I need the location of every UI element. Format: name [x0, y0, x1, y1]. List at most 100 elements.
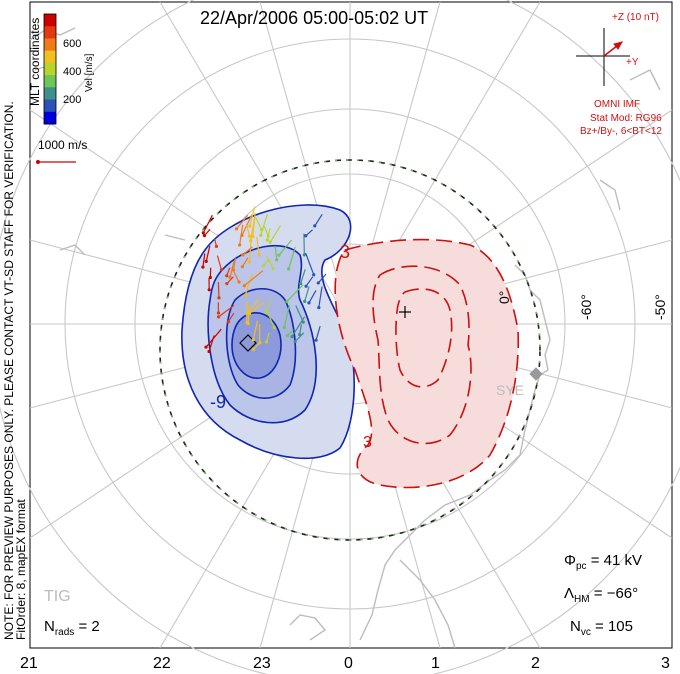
mlt-tick-22: 22 [153, 655, 171, 672]
velocity-vector-origin [225, 281, 229, 286]
velocity-vector [227, 312, 235, 322]
param-phi-pc: Φpc = 41 kV [564, 552, 642, 572]
velocity-vector [269, 225, 281, 243]
coastline-ne [599, 69, 661, 211]
velocity-vector-origin [208, 275, 212, 280]
negative-contour-label: -9 [210, 392, 227, 412]
velocity-vector [318, 286, 323, 308]
fit-order-info: FitOrder: 8, mapEX format [14, 499, 28, 640]
negative-minimum-marker [239, 334, 257, 352]
velocity-vector-origin [272, 326, 276, 330]
velocity-vector-origin [238, 243, 242, 247]
velocity-vector [249, 301, 265, 314]
map-frame [29, 1, 673, 649]
velocity-vector-origin [266, 234, 270, 238]
velocity-vector [249, 218, 256, 241]
velocity-vector [305, 276, 314, 287]
mlt-tick-0: 0 [344, 655, 353, 672]
colorbar-cell [44, 26, 56, 39]
velocity-vector-origin [277, 253, 281, 257]
colorbar-unit: Vel [m/s] [84, 53, 95, 92]
velocity-vector-origin [251, 235, 255, 239]
velocity-vector [243, 270, 264, 287]
velocity-vector-origin [201, 265, 205, 269]
velocity-vector [216, 255, 222, 270]
velocity-vector-origin [241, 253, 245, 257]
velocity-vector [217, 282, 220, 298]
hm-boundary-vectors [159, 159, 541, 541]
velocity-vector-origin [316, 281, 320, 285]
velocity-vector [266, 256, 274, 269]
velocity-vector [260, 213, 268, 236]
velocity-vector [246, 224, 251, 237]
velocity-vector-origin [247, 260, 251, 264]
velocity-vector-origin [240, 233, 244, 237]
velocity-vector-origin [217, 296, 221, 300]
velocity-vector-origin [226, 319, 231, 324]
colorbar-cells [44, 14, 56, 125]
velocity-vector [208, 335, 215, 352]
colorbar-cell [44, 75, 56, 88]
velocity-vector [317, 273, 327, 284]
velocity-vector-origin [265, 238, 269, 242]
velocity-vector [202, 253, 206, 268]
velocity-vector [248, 241, 252, 263]
velocity-vector-origin [307, 301, 311, 305]
velocity-vector [256, 236, 260, 255]
velocity-vector [283, 305, 290, 328]
velocity-vector-origin [258, 341, 262, 345]
velocity-vector [218, 305, 235, 318]
velocity-vector [300, 269, 306, 284]
velocity-vector-origin [271, 266, 275, 270]
colorbar-cell [44, 38, 56, 52]
velocity-vector-origin [303, 299, 307, 303]
param-n-vc: Nvc = 105 [570, 618, 633, 638]
colorbar-tick-200: 200 [63, 94, 82, 106]
velocity-vector-origin [248, 224, 252, 228]
velocity-vector-origin [243, 293, 247, 297]
velocity-vector-origin [261, 264, 265, 268]
colorbar-cell [44, 87, 56, 101]
velocity-vector-origin [287, 267, 291, 271]
velocity-vector-origin [260, 227, 264, 232]
velocity-vector [305, 252, 315, 275]
velocity-vector-origin [293, 339, 297, 344]
velocity-vector-origin [228, 275, 232, 279]
velocity-vector-origin [245, 320, 249, 325]
velocity-vector [236, 214, 249, 230]
mlt-tick-3: 3 [661, 655, 670, 672]
reference-vector-label: 1000 m/s [38, 138, 88, 152]
velocity-vector [244, 273, 253, 296]
velocity-vector [241, 214, 253, 236]
colorbar [43, 13, 57, 125]
velocity-vector [241, 257, 249, 268]
colorbar-cell [44, 99, 56, 113]
velocity-vector-origin [313, 224, 317, 228]
velocity-vector-origin [257, 253, 261, 257]
param-lambda-hm: ΛHM = −66° [564, 585, 639, 605]
velocity-vector-origin [219, 268, 224, 272]
positive-maximum-marker [399, 306, 411, 318]
velocity-vector-origin [234, 227, 239, 231]
param-n-rads: Nrads = 2 [44, 618, 100, 638]
colorbar-cell [44, 14, 56, 27]
colorbar-cell [44, 62, 56, 76]
velocity-vector-origin [264, 340, 269, 344]
velocity-vector [263, 225, 269, 237]
velocity-vector-origin [201, 231, 205, 235]
station-sye: SYE [496, 382, 525, 398]
velocity-vector-origin [285, 334, 290, 338]
velocity-vector [308, 290, 317, 304]
velocity-vector-origin [317, 305, 321, 310]
positive-cell [334, 238, 520, 489]
velocity-vector [266, 228, 271, 241]
velocity-vector [288, 246, 296, 270]
velocity-vector-origin [216, 311, 221, 315]
velocity-vector [232, 258, 237, 270]
velocity-vector-origin [304, 234, 308, 238]
positive-contour-3 [395, 288, 453, 388]
colorbar-cell [44, 111, 56, 125]
velocity-vector [304, 286, 310, 302]
positive-contour-label: 3 [340, 242, 351, 262]
